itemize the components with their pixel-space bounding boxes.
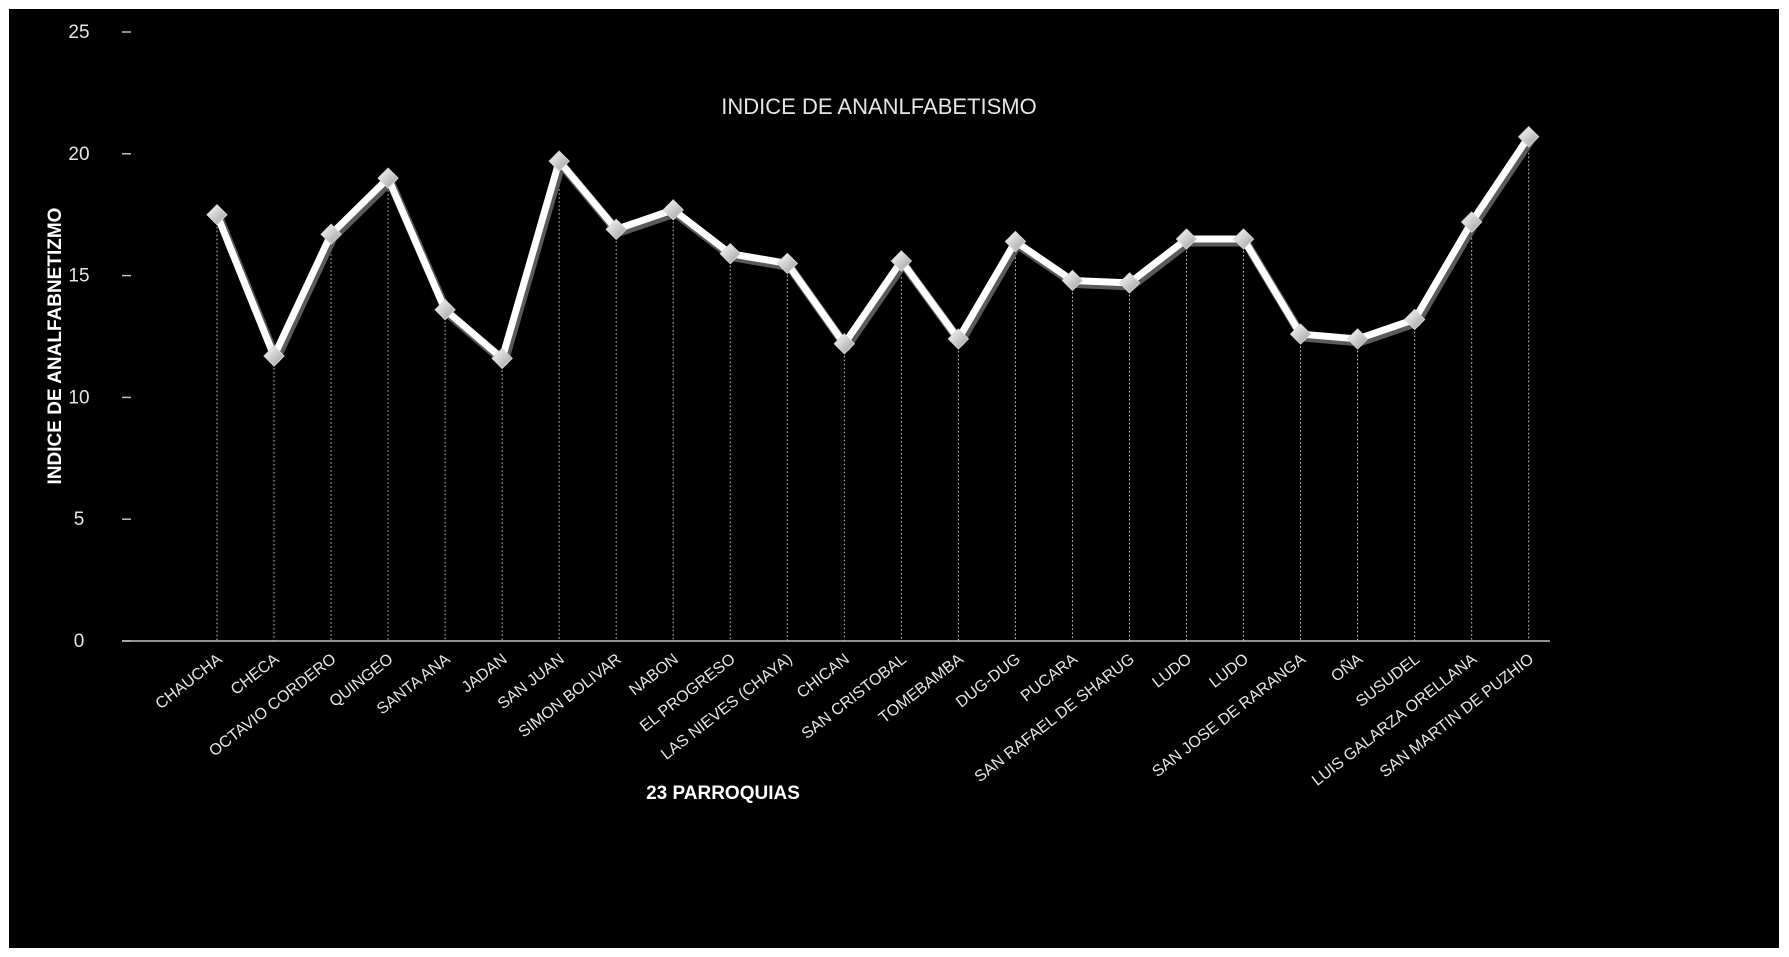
data-points <box>206 126 1540 370</box>
x-category-label: SIMON BOLIVAR <box>516 651 625 741</box>
y-tick-label: 10 <box>68 387 89 408</box>
data-point-marker <box>719 242 741 265</box>
data-point-marker <box>1517 126 1540 148</box>
data-point-marker <box>890 250 913 272</box>
y-axis-ticks: 0 5 10 15 20 25 <box>68 22 131 652</box>
data-point-marker <box>434 298 456 321</box>
x-category-label: LUDO <box>1149 651 1194 692</box>
y-axis-title: INDICE DE ANALFABNETIZMO <box>45 208 66 485</box>
data-point-marker <box>662 199 684 221</box>
series-line <box>213 134 1535 366</box>
x-category-label: SAN CRISTOBAL <box>799 651 910 743</box>
data-point-marker <box>263 345 285 367</box>
x-category-label: LUDO <box>1207 651 1252 692</box>
x-category-label: DUG-DUG <box>953 651 1024 711</box>
data-point-marker <box>1004 230 1027 253</box>
x-category-label: EL PROGRESO <box>637 651 739 736</box>
x-category-label: CHAUCHA <box>153 651 226 713</box>
x-axis-title: 23 PARROQUIAS <box>646 783 800 804</box>
line-chart: 0 5 10 15 20 25 INDICE DE ANANLFABETISMO INDI… <box>45 22 1550 804</box>
data-point-marker <box>1175 228 1198 250</box>
chart-title: INDICE DE ANANLFABETISMO <box>721 94 1036 119</box>
data-point-marker <box>206 203 228 226</box>
x-category-label: OÑA <box>1326 648 1366 685</box>
data-point-marker <box>1289 323 1312 345</box>
y-tick-label: 20 <box>68 144 89 165</box>
chart-frame: 0 5 10 15 20 25 INDICE DE ANANLFABETISMO INDI… <box>9 9 1779 948</box>
data-point-marker <box>776 252 799 275</box>
data-point-marker <box>1232 228 1255 250</box>
data-point-marker <box>605 218 627 241</box>
y-tick-label: 5 <box>74 509 85 530</box>
data-point-marker <box>1460 211 1483 233</box>
data-point-marker <box>548 150 570 172</box>
data-point-marker <box>1118 272 1141 294</box>
data-point-marker <box>1346 328 1369 350</box>
data-point-marker <box>833 333 856 355</box>
data-point-marker <box>1061 269 1084 292</box>
data-point-marker <box>491 347 513 370</box>
y-tick-label: 15 <box>68 266 89 287</box>
series-line-path <box>213 134 1532 362</box>
data-point-marker <box>1403 308 1426 331</box>
x-category-label: JADAN <box>459 651 511 697</box>
data-point-marker <box>320 223 342 245</box>
data-point-marker <box>377 167 399 189</box>
drop-lines <box>216 136 1530 641</box>
y-tick-label: 0 <box>74 631 85 652</box>
x-category-label: CHECA <box>228 651 283 699</box>
y-tick-label: 25 <box>68 22 89 43</box>
data-point-marker <box>947 328 970 350</box>
x-category-label: NABON <box>626 651 681 699</box>
